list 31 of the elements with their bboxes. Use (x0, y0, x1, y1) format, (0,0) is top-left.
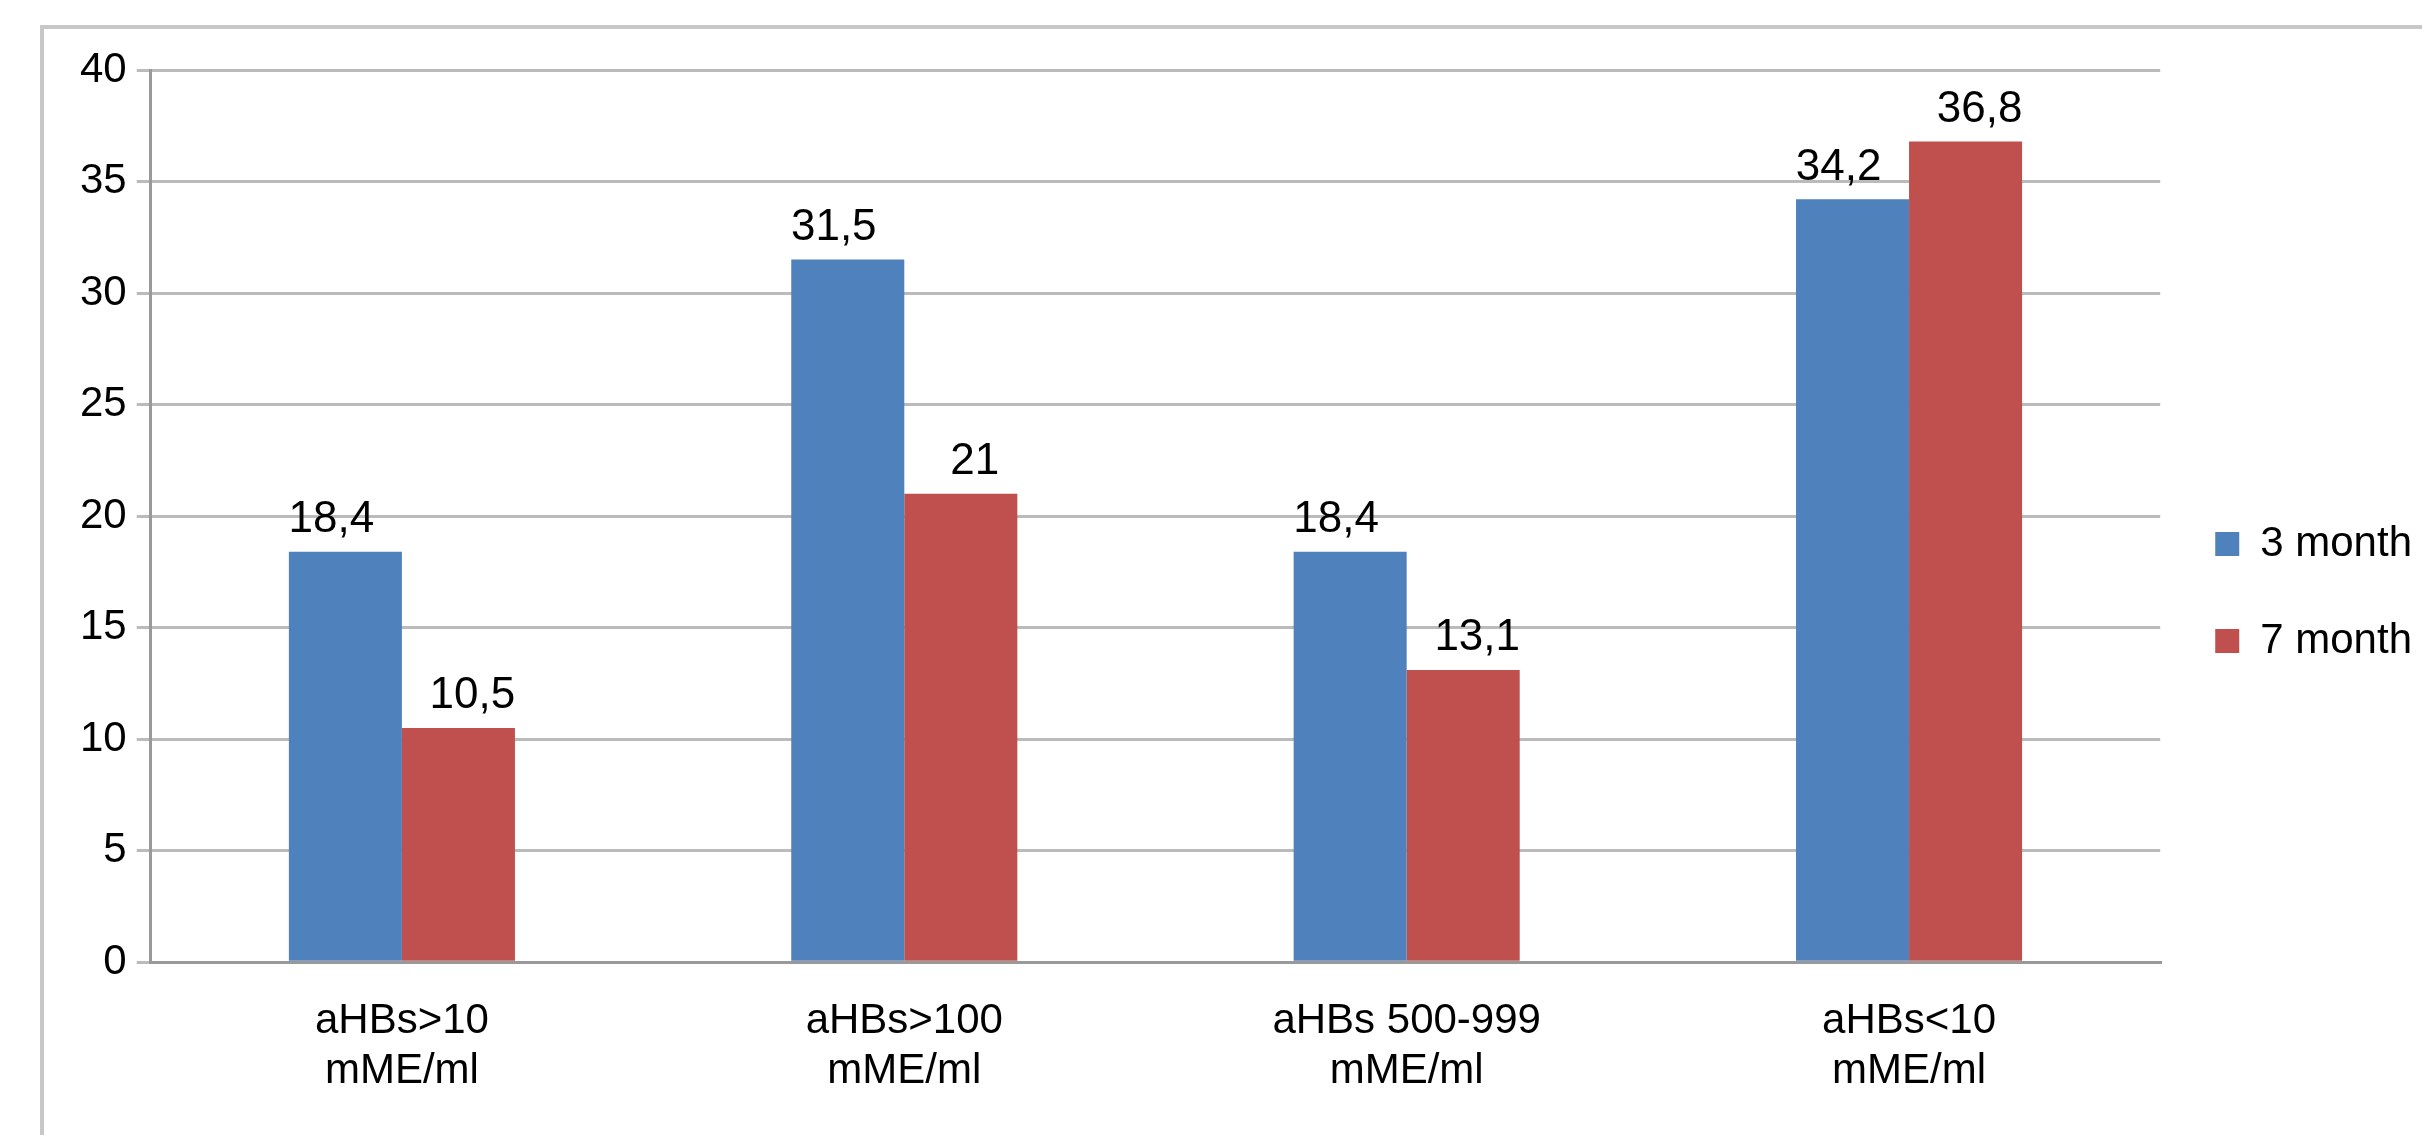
bar (904, 493, 1018, 961)
data-label: 36,8 (1936, 81, 2023, 131)
y-tick-label: 15 (80, 601, 127, 649)
data-label: 21 (950, 433, 1000, 483)
x-tick-label: aHBs<10 mME/ml (1822, 994, 1997, 1093)
legend-label: 7 month (2260, 614, 2413, 662)
bar (791, 259, 905, 961)
y-tick-label: 30 (80, 266, 127, 314)
x-tick-label: aHBs>100 mME/ml (805, 994, 1003, 1093)
y-tick-label: 20 (80, 489, 127, 537)
x-tick-label: aHBs>10 mME/ml (314, 994, 489, 1093)
bar (1406, 670, 1520, 961)
bar (401, 728, 515, 961)
data-label: 13,1 (1434, 610, 1521, 660)
y-tick-label: 35 (80, 155, 127, 203)
y-tick-label: 25 (80, 378, 127, 426)
data-label: 34,2 (1795, 139, 1882, 189)
x-tick-label: aHBs 500-999 mME/ml (1272, 994, 1541, 1093)
y-tick-label: 5 (103, 824, 127, 872)
y-tick-label: 0 (103, 935, 127, 983)
bar (1909, 141, 2023, 961)
legend-label: 3 month (2260, 517, 2413, 565)
data-label: 18,4 (288, 491, 375, 541)
data-label: 10,5 (429, 668, 516, 718)
y-tick-label: 40 (80, 43, 127, 91)
bar (1796, 199, 1910, 961)
data-label: 18,4 (1293, 491, 1379, 541)
bar (288, 551, 402, 961)
bar (1293, 551, 1407, 961)
data-label: 31,5 (790, 199, 877, 249)
y-tick-label: 10 (80, 712, 127, 760)
